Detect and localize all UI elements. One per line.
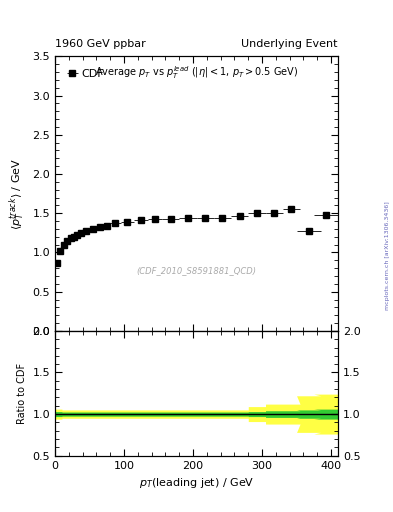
X-axis label: $p_T$(leading jet) / GeV: $p_T$(leading jet) / GeV (139, 476, 254, 490)
Y-axis label: $\langle p_T^{track} \rangle$ / GeV: $\langle p_T^{track} \rangle$ / GeV (7, 158, 27, 230)
Text: mcplots.cern.ch [arXiv:1306.3436]: mcplots.cern.ch [arXiv:1306.3436] (385, 202, 389, 310)
Text: Average $p_T$ vs $p_T^{lead}$ ($|\eta| < 1$, $p_T > 0.5$ GeV): Average $p_T$ vs $p_T^{lead}$ ($|\eta| <… (95, 65, 298, 81)
Text: (CDF_2010_S8591881_QCD): (CDF_2010_S8591881_QCD) (136, 266, 257, 275)
Text: Underlying Event: Underlying Event (241, 38, 338, 49)
Text: 1960 GeV ppbar: 1960 GeV ppbar (55, 38, 146, 49)
Legend: CDF: CDF (64, 65, 108, 83)
Y-axis label: Ratio to CDF: Ratio to CDF (17, 362, 27, 424)
